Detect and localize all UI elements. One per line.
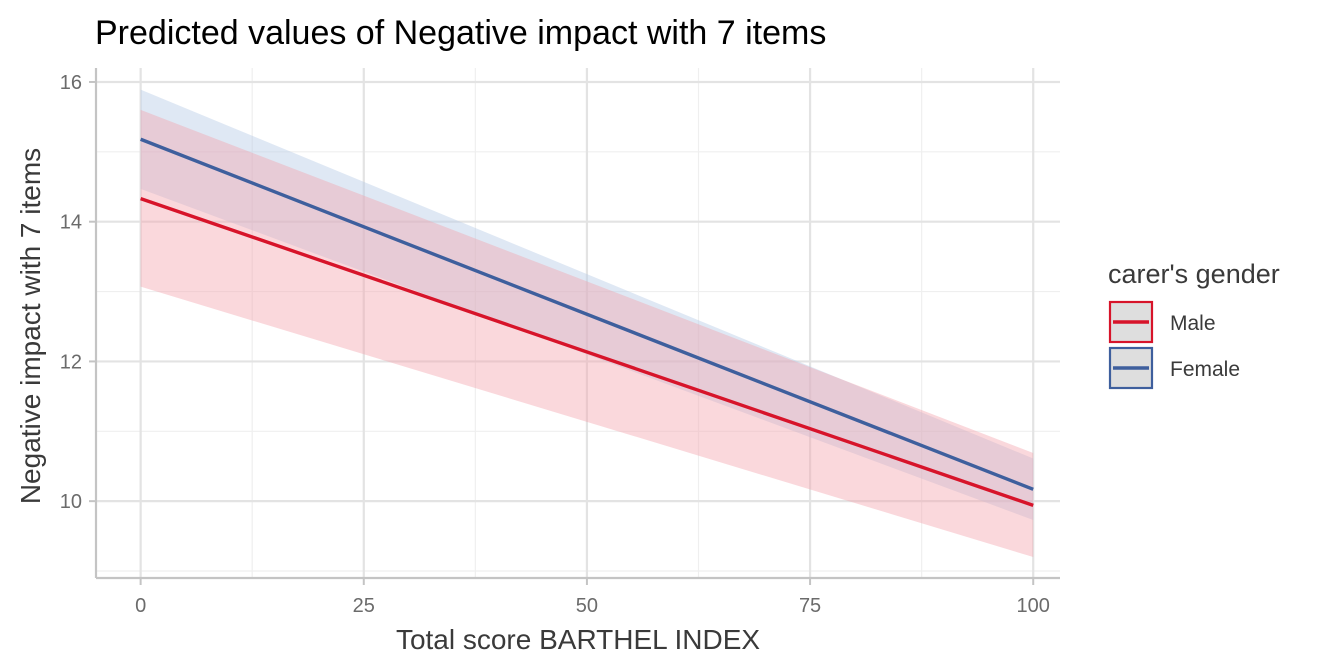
x-tick-label: 75 [799,595,821,617]
confidence-band-male [140,109,1034,558]
y-axis-title: Negative impact with 7 items [15,148,46,504]
series-line-male [140,197,1034,507]
grid-layer [96,68,1060,578]
line-layer [140,137,1034,507]
x-tick-label: 100 [1017,595,1050,617]
x-tick-label: 50 [576,595,598,617]
y-tick-label: 14 [60,212,82,234]
legend-label-male: Male [1170,312,1216,335]
legend-item-female: Female [1108,346,1240,390]
x-axis-title: Total score BARTHEL INDEX [396,624,760,655]
y-tick-label: 16 [60,72,82,94]
x-tick-label: 25 [353,595,375,617]
chart-title: Predicted values of Negative impact with… [95,14,826,52]
legend: carer's gender Male Female [1108,259,1280,390]
series-line-female [140,137,1034,491]
x-tick-label: 0 [135,595,146,617]
legend-title: carer's gender [1108,259,1280,289]
y-tick-label: 12 [60,351,82,373]
legend-item-male: Male [1108,300,1216,344]
y-tick-label: 10 [60,491,82,513]
band-layer [140,89,1034,558]
axis-layer: 0 25 50 75 100 10 12 14 16 [60,68,1060,617]
confidence-band-female [140,89,1034,521]
legend-label-female: Female [1170,358,1240,381]
